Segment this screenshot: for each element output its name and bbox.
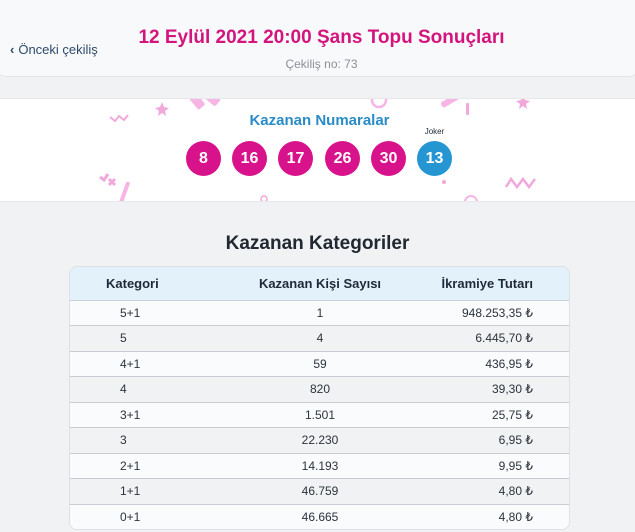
winners-cell: 22.230 <box>220 427 420 454</box>
number-ball: 17 <box>278 141 313 176</box>
prize-cell: 436,95 ₺ <box>420 351 569 377</box>
column-header-winners: Kazanan Kişi Sayısı <box>220 267 420 301</box>
draw-number: Çekiliş no: 73 <box>285 57 358 71</box>
prize-cell: 6,95 ₺ <box>420 427 569 454</box>
previous-draw-label: Önceki çekiliş <box>18 42 98 57</box>
winners-cell: 46.759 <box>220 478 420 505</box>
prize-cell: 9,95 ₺ <box>420 453 569 479</box>
table-row: 3 22.230 6,95 ₺ <box>70 427 569 454</box>
prize-cell: 4,80 ₺ <box>420 504 569 529</box>
number-ball: 30 <box>371 141 406 176</box>
winners-cell: 1 <box>220 300 420 326</box>
number-ball: 8 <box>186 141 221 176</box>
categories-table: Kategori Kazanan Kişi Sayısı İkramiye Tu… <box>69 266 570 530</box>
winners-cell: 4 <box>220 325 420 352</box>
table-row: 5 4 6.445,70 ₺ <box>70 325 569 352</box>
column-header-category: Kategori <box>70 267 220 301</box>
categories-title: Kazanan Kategoriler <box>225 233 410 254</box>
table-row: 0+1 46.665 4,80 ₺ <box>70 504 569 529</box>
category-cell: 0+1 <box>70 504 220 529</box>
number-ball: 26 <box>325 141 360 176</box>
chevron-left-icon: ‹ <box>10 42 15 57</box>
page-title: 12 Eylül 2021 20:00 Şans Topu Sonuçları <box>138 27 505 48</box>
prize-cell: 39,30 ₺ <box>420 376 569 403</box>
table-row: 2+1 14.193 9,95 ₺ <box>70 453 569 479</box>
draw-header <box>0 0 635 77</box>
winners-cell: 14.193 <box>220 453 420 479</box>
prize-cell: 4,80 ₺ <box>420 478 569 505</box>
joker-label: Joker <box>424 127 445 136</box>
winning-numbers-panel: Kazanan Numaralar 8 16 17 26 30 Joker 13 <box>0 98 635 202</box>
winners-cell: 820 <box>220 376 420 403</box>
confetti-decoration-icon <box>99 99 536 201</box>
prize-cell: 6.445,70 ₺ <box>420 325 569 352</box>
winners-cell: 46.665 <box>220 504 420 529</box>
number-ball: 16 <box>232 141 267 176</box>
category-cell: 4+1 <box>70 351 220 377</box>
winning-numbers-label: Kazanan Numaralar <box>249 112 390 129</box>
winners-cell: 59 <box>220 351 420 377</box>
table-row: 3+1 1.501 25,75 ₺ <box>70 402 569 428</box>
category-cell: 3 <box>70 427 220 454</box>
category-cell: 1+1 <box>70 478 220 505</box>
category-cell: 2+1 <box>70 453 220 479</box>
category-cell: 4 <box>70 376 220 403</box>
table-row: 5+1 1 948.253,35 ₺ <box>70 300 569 326</box>
column-header-prize: İkramiye Tutarı <box>420 267 569 301</box>
prize-cell: 948.253,35 ₺ <box>420 300 569 326</box>
table-row: 4+1 59 436,95 ₺ <box>70 351 569 377</box>
winners-cell: 1.501 <box>220 402 420 428</box>
category-cell: 3+1 <box>70 402 220 428</box>
table-row: 4 820 39,30 ₺ <box>70 376 569 403</box>
joker-ball: 13 <box>417 141 452 176</box>
table-row: 1+1 46.759 4,80 ₺ <box>70 478 569 505</box>
prize-cell: 25,75 ₺ <box>420 402 569 428</box>
category-cell: 5 <box>70 325 220 352</box>
category-cell: 5+1 <box>70 300 220 326</box>
table-header-row: Kategori Kazanan Kişi Sayısı İkramiye Tu… <box>70 267 569 301</box>
previous-draw-link[interactable]: ‹ Önceki çekiliş <box>10 42 98 57</box>
